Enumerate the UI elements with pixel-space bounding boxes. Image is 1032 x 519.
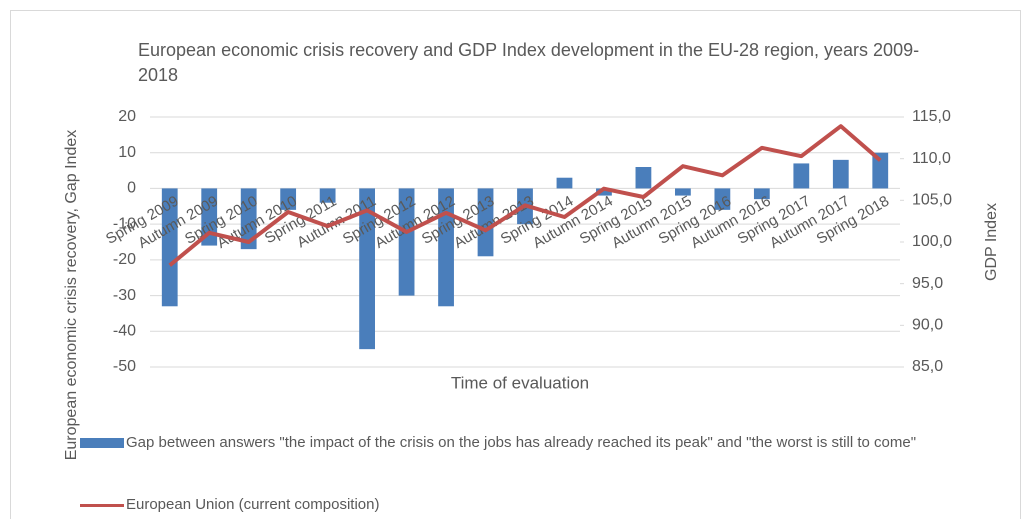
bar (675, 188, 691, 196)
legend-swatch (80, 438, 124, 448)
y2-tick-label: 95,0 (912, 275, 943, 292)
y-tick-label: -50 (113, 358, 136, 375)
y-tick-label: -40 (113, 323, 136, 340)
chart-border (10, 10, 1021, 519)
bar (556, 177, 573, 189)
bar (201, 188, 218, 246)
y-tick-label: -20 (113, 251, 136, 268)
y-tick-label: 20 (118, 108, 136, 125)
bar (793, 163, 810, 189)
y2-tick-label: 110,0 (912, 150, 951, 167)
bar (714, 188, 731, 210)
bar (832, 159, 849, 189)
y-tick-label: 10 (118, 144, 136, 161)
bar (359, 188, 375, 350)
bar (596, 188, 612, 196)
y-axis-title: European economic crisis recovery, Gap I… (63, 130, 80, 461)
bar (872, 152, 889, 189)
bar (319, 188, 336, 203)
y-tick-label: -10 (113, 215, 136, 232)
y2-tick-label: 100,0 (912, 233, 952, 250)
bar (477, 188, 494, 257)
x-axis-title: Time of evaluation (451, 373, 589, 392)
y2-tick-label: 105,0 (912, 192, 952, 209)
legend-swatch (80, 504, 124, 507)
bar (398, 188, 415, 296)
bar (438, 188, 454, 307)
y-tick-label: -30 (113, 287, 136, 304)
bar (280, 188, 297, 210)
y2-tick-label: 90,0 (912, 317, 943, 334)
legend-label: European Union (current composition) (126, 496, 380, 513)
line (168, 124, 882, 267)
bar (240, 188, 257, 250)
y2-tick-label: 85,0 (912, 358, 943, 375)
bar (635, 167, 652, 189)
bar (161, 188, 178, 307)
bar (753, 188, 770, 200)
y2-axis-title: GDP Index (983, 203, 1000, 281)
y-tick-label: 0 (127, 180, 136, 197)
legend-label: Gap between answers "the impact of the c… (126, 434, 917, 451)
chart-title: European economic crisis recovery and GD… (138, 40, 920, 85)
y2-tick-label: 115,0 (912, 108, 951, 125)
